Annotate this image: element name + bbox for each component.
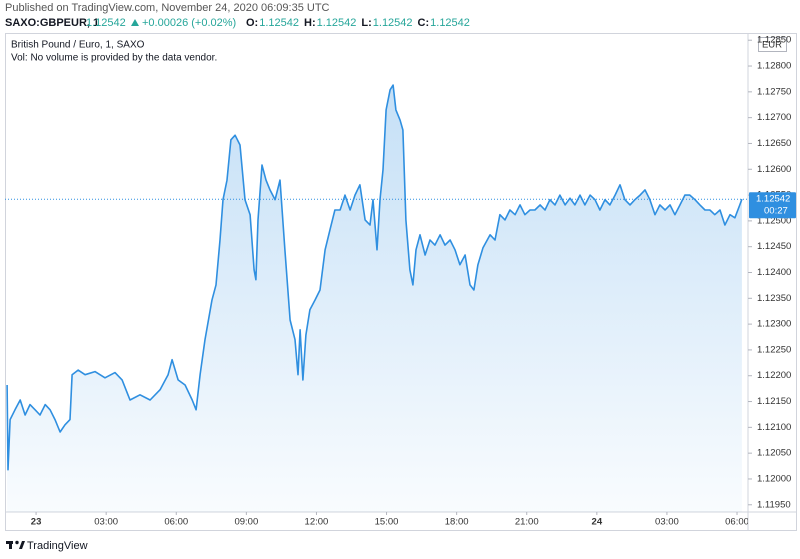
last-price-label: 1.12542: [756, 194, 790, 205]
y-tick-label: 1.12150: [757, 396, 791, 407]
x-tick-label: 24: [592, 517, 603, 528]
brand: TradingView: [27, 540, 88, 552]
x-tick-label: 21:00: [515, 517, 539, 528]
area-fill: [7, 85, 742, 512]
symbol-line: SAXO:GBPEUR, 1 1.12542 +0.00026 (+0.02%)…: [5, 17, 470, 29]
symbol: SAXO:GBPEUR, 1: [5, 17, 99, 29]
y-tick-label: 1.12650: [757, 138, 791, 149]
ohlc-value: 1.12542: [373, 17, 413, 29]
y-tick-label: 1.12400: [757, 267, 791, 278]
currency-box: [758, 37, 787, 52]
y-tick-label: 1.12300: [757, 319, 791, 330]
x-tick-label: 23: [31, 517, 42, 528]
y-tick-label: 1.12750: [757, 86, 791, 97]
countdown: 00:27: [764, 206, 788, 217]
chart-title: British Pound / Euro, 1, SAXO: [11, 40, 145, 51]
price-line: [6, 84, 743, 471]
ohlc-label: O:: [246, 17, 258, 29]
x-tick-label: 15:00: [375, 517, 399, 528]
ohlc-value: 1.12542: [259, 17, 299, 29]
x-tick-label: 03:00: [655, 517, 679, 528]
ohlc-value: 1.12542: [317, 17, 357, 29]
ohlc-label: H:: [304, 17, 316, 29]
y-tick-label: 1.11950: [757, 499, 791, 510]
y-tick-label: 1.12200: [757, 370, 791, 381]
y-tick-label: 1.12500: [757, 215, 791, 226]
ohlc-label: L:: [361, 17, 371, 29]
y-tick-label: 1.12000: [757, 473, 791, 484]
change: +0.00026 (+0.02%): [142, 17, 236, 29]
y-tick-label: 1.12100: [757, 422, 791, 433]
brand-logo: [6, 540, 25, 549]
x-axis: 23 03:00 06:00 09:00 12:00 15:00 18:00 21:00 24 0…: [31, 512, 749, 528]
x-tick-label: 03:00: [94, 517, 118, 528]
y-tick-label: 1.12350: [757, 293, 791, 304]
up-arrow: [131, 19, 139, 26]
y-tick-label: 1.12450: [757, 241, 791, 252]
y-tick-label: 1.12050: [757, 448, 791, 459]
x-tick-label: 06:00: [164, 517, 188, 528]
ohlc-value: 1.12542: [430, 17, 470, 29]
published-note: Published on TradingView.com, November 2…: [5, 2, 330, 14]
currency: EUR: [762, 40, 782, 51]
x-tick-label: 18:00: [445, 517, 469, 528]
y-axis: 1.12850 1.12800 1.12750 1.12700 1.12650 1.126…: [748, 35, 791, 510]
chart-frame: [5, 33, 797, 531]
x-tick-label: 06:00: [725, 517, 749, 528]
last-price: 1.12542: [86, 17, 126, 29]
last-price-box: [749, 192, 796, 219]
y-tick-label: 1.12600: [757, 164, 791, 175]
y-tick-label: 1.12850: [757, 35, 791, 46]
y-tick-label: 1.12250: [757, 344, 791, 355]
x-tick-label: 12:00: [305, 517, 329, 528]
y-tick-label: 1.12800: [757, 61, 791, 72]
ohlc-label: C:: [418, 17, 430, 29]
chart-subtitle: Vol: No volume is provided by the data v…: [11, 53, 217, 64]
x-tick-label: 09:00: [234, 517, 258, 528]
y-tick-label: 1.12700: [757, 112, 791, 123]
